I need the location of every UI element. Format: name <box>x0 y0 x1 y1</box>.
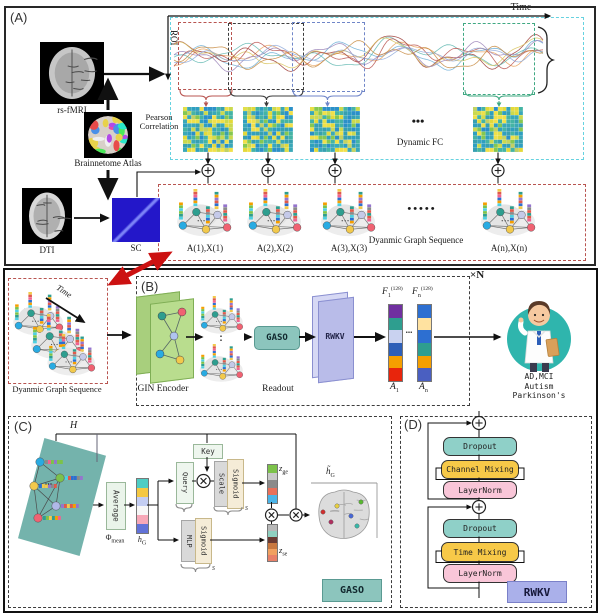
layernorm-block-1: LayerNorm <box>443 481 517 499</box>
graph-label-1: A(1),X(1) <box>186 243 224 253</box>
graph-sequence-label-a: Dyanmic Graph Sequence <box>368 235 464 245</box>
brain-graph-n <box>480 189 536 237</box>
f1-label: F1(128) <box>382 286 403 300</box>
readout-graph-top <box>199 296 244 335</box>
pearson-line2: Correlation <box>139 121 179 132</box>
feature-bar-1 <box>388 304 403 382</box>
window-red <box>178 22 232 90</box>
rs-fmri-image <box>40 42 104 104</box>
s-label-2: s <box>212 563 216 572</box>
fn-label: Fn(128) <box>412 286 433 300</box>
time-mixing-block: Time Mixing <box>441 542 519 562</box>
section-bcd-frame <box>3 268 598 613</box>
readout-graph-bottom <box>199 344 244 383</box>
sigmoid-block-1: Sigmoid <box>227 459 244 509</box>
zge-label: zge <box>279 463 288 476</box>
gaso-tag: GASO <box>322 579 382 602</box>
phi-mean-label: Φmean <box>105 533 125 545</box>
hg-bar <box>136 478 149 534</box>
readout-label: Readout <box>262 384 294 394</box>
diagnosis-line2: Autism <box>524 381 554 391</box>
layernorm-block-2: LayerNorm <box>443 564 517 583</box>
zge-bar <box>267 464 278 504</box>
roi-timeseries-plot <box>170 20 546 90</box>
dynamic-fc-label: Dynamic FC <box>396 137 444 147</box>
hg-label: hG <box>137 535 147 547</box>
gin-node-graph <box>155 307 187 365</box>
plane-node-graph <box>29 457 84 523</box>
sc-label: SC <box>130 243 142 253</box>
rwkv-tag: RWKV <box>507 581 567 603</box>
feature-bar-n <box>417 304 432 382</box>
section-d-frame <box>400 416 592 608</box>
gaso-block: GASO <box>254 326 300 350</box>
sc-matrix <box>112 198 160 242</box>
weighted-brain-image <box>318 489 370 539</box>
b-graph-sequence-label: Dyanmic Graph Sequence <box>12 384 102 394</box>
dropout-block-1: Dropout <box>443 437 517 456</box>
fc-matrix-2 <box>243 107 293 152</box>
htilde-label: h̃G <box>326 466 335 479</box>
section-c-label: (C) <box>14 419 33 434</box>
zse-bar <box>267 524 278 562</box>
section-c-frame <box>8 416 392 608</box>
a1-label: A1 <box>390 382 399 394</box>
fc-dots: ••• <box>411 114 425 128</box>
key-block: Key <box>193 444 223 459</box>
graph-dots: ••••• <box>407 203 437 215</box>
fc-matrix-3 <box>310 107 360 152</box>
section-a-frame <box>4 6 596 266</box>
brainnetome-atlas-label: Brainnetome Atlas <box>74 158 142 168</box>
xn-label: ×N <box>470 269 485 281</box>
brainnetome-atlas-image <box>84 112 132 158</box>
window-green <box>463 23 535 95</box>
fc-matrix-1 <box>183 107 233 152</box>
query-block: Query <box>176 462 194 504</box>
b-graph-sequence-region <box>8 278 108 384</box>
dropout-block-2: Dropout <box>443 519 517 538</box>
diagnosis-line3: Parkinson's <box>512 391 566 400</box>
brain-graph-3 <box>320 189 376 237</box>
sigmoid-block-2: Sigmoid <box>195 518 212 564</box>
dti-label: DTI <box>39 245 55 255</box>
gin-encoder-label: GIN Encoder <box>137 384 189 394</box>
dti-image <box>22 188 72 244</box>
fc-matrix-4 <box>473 107 523 152</box>
channel-mixing-block: Channel Mixing <box>441 460 519 479</box>
pearson-line1: Pearson <box>145 112 173 122</box>
an-label: An <box>419 382 428 394</box>
brain-graph-1 <box>176 189 232 237</box>
graph-label-2: A(2),X(2) <box>256 243 294 253</box>
s-label-1: s <box>245 503 249 512</box>
bar-dots: ... <box>405 325 413 335</box>
rwkv-slab-label: RWKV <box>325 331 345 341</box>
roi-axis-label: ROI <box>169 30 179 46</box>
graph-label-n: A(n),X(n) <box>490 243 528 253</box>
diagnosis-text: AD,MCI Autism Parkinson's <box>496 372 582 401</box>
b-seq-graph-3 <box>47 334 96 376</box>
window-black <box>228 23 304 90</box>
section-d-label: (D) <box>404 417 423 432</box>
brain-graph-2 <box>246 189 302 237</box>
graph-label-3: A(3),X(3) <box>330 243 368 253</box>
section-a-label: (A) <box>10 10 28 25</box>
average-block: Average <box>106 482 126 530</box>
window-blue <box>292 22 365 92</box>
diagnosis-line1: AD,MCI <box>524 372 554 381</box>
pearson-label: Pearson Correlation <box>136 112 182 132</box>
doctor-illustration <box>518 301 560 372</box>
dynamic-fc-region <box>170 17 584 160</box>
zse-label: zse <box>279 545 288 558</box>
h-matrix-label: H <box>70 420 78 431</box>
rs-fmri-label: rs-fMRI <box>57 105 87 115</box>
